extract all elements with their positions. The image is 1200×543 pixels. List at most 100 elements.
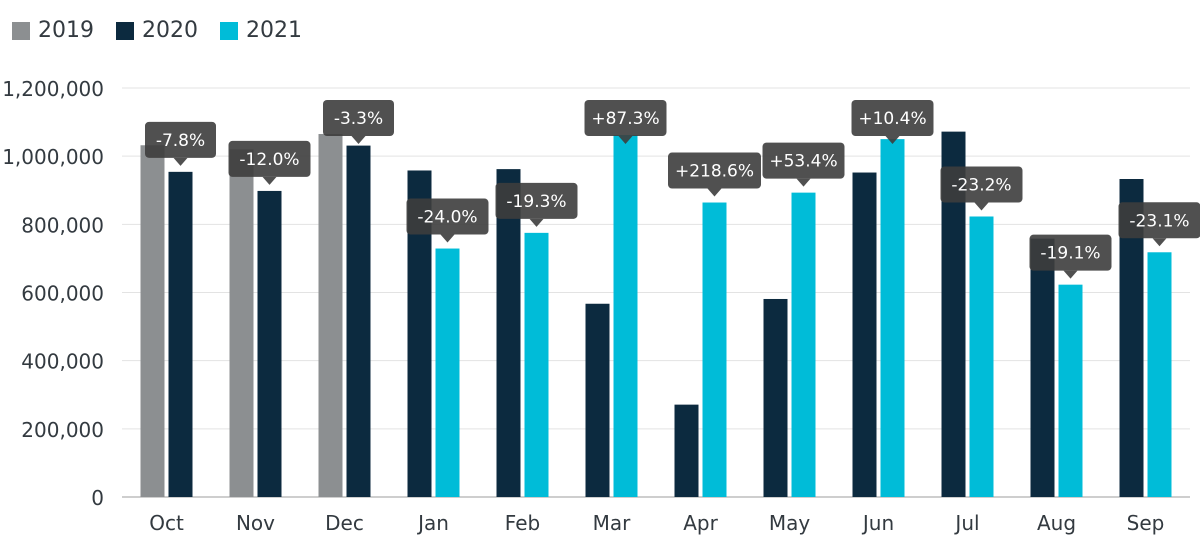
callout-label: -3.3% (334, 109, 383, 129)
change-callout: +87.3% (584, 100, 667, 144)
y-tick-label: 800,000 (21, 213, 104, 237)
y-tick-label: 0 (91, 486, 104, 510)
legend-label-2019: 2019 (38, 18, 94, 43)
bar-2021-jul (969, 216, 994, 497)
change-callout: -3.3% (323, 100, 394, 144)
callout-pointer (1063, 270, 1078, 279)
bar-2019-nov (229, 149, 254, 497)
legend-swatch-2021 (220, 21, 238, 40)
x-tick-label: Nov (236, 511, 275, 535)
bar-2020-may (763, 298, 788, 497)
callout-label: -19.3% (506, 192, 566, 212)
x-tick-label: Jan (416, 511, 449, 535)
bar-2021-apr (702, 202, 727, 497)
bar-2020-mar (585, 303, 610, 497)
callout-box (584, 100, 667, 136)
x-tick-label: Dec (325, 511, 364, 535)
change-callout: -12.0% (228, 140, 311, 185)
callout-label: -19.1% (1040, 244, 1100, 264)
callout-label: -24.0% (417, 208, 477, 228)
bar-2021-aug (1058, 284, 1083, 497)
bar-2020-oct (168, 171, 193, 497)
bar-2020-nov (257, 190, 282, 497)
legend-swatch-2019 (12, 21, 30, 40)
bar-2021-mar (613, 135, 638, 497)
bar-2021-jun (880, 139, 905, 497)
change-callout: -19.3% (495, 182, 578, 227)
change-callout: -24.0% (406, 198, 489, 243)
callout-label: +218.6% (675, 162, 754, 182)
change-callout: +53.4% (762, 142, 845, 187)
bar-2021-sep (1147, 252, 1172, 497)
x-tick-label: Jul (953, 511, 979, 535)
callout-pointer (796, 178, 811, 187)
annotations: -7.8% -12.0% -3.3% -24.0% -19.3% +87.3% +218.6… (145, 100, 1200, 279)
callout-pointer (262, 176, 277, 185)
change-callout: +10.4% (851, 100, 934, 144)
legend-item-2019: 2019 (12, 18, 94, 43)
change-callout: +218.6% (668, 152, 761, 197)
x-tick-label: Apr (683, 511, 718, 535)
callout-label: -12.0% (239, 150, 299, 170)
y-tick-label: 1,000,000 (2, 145, 104, 169)
bar-2019-oct (140, 145, 165, 497)
callout-pointer (974, 202, 989, 211)
x-tick-label: Jun (861, 511, 894, 535)
x-tick-label: Sep (1127, 511, 1165, 535)
bar-2021-feb (524, 232, 549, 497)
callout-label: -23.1% (1129, 211, 1189, 231)
callout-label: +87.3% (591, 109, 659, 129)
callout-pointer (618, 136, 633, 144)
bar-2021-may (791, 192, 816, 497)
legend-label-2021: 2021 (246, 18, 302, 43)
callout-label: -23.2% (951, 175, 1011, 195)
callout-pointer (173, 157, 188, 166)
callout-label: +53.4% (769, 152, 837, 172)
callout-pointer (1152, 238, 1167, 247)
bar-2020-aug (1030, 238, 1055, 498)
change-callout: -23.1% (1118, 202, 1200, 247)
callout-box (1118, 202, 1200, 239)
legend: 2019 2020 2021 (12, 18, 302, 43)
x-tick-label: Mar (593, 511, 632, 535)
x-tick-label: Feb (505, 511, 540, 535)
legend-swatch-2020 (116, 21, 134, 40)
callout-box (495, 182, 578, 219)
x-axis: Oct Nov Dec Jan Feb Mar Apr May Jun Jul Aug Sep (149, 511, 1164, 535)
bar-2019-dec (318, 134, 343, 497)
x-tick-label: May (769, 511, 811, 535)
legend-label-2020: 2020 (142, 18, 198, 43)
callout-pointer (440, 234, 455, 243)
callout-box (668, 152, 761, 189)
callout-pointer (885, 136, 900, 144)
bar-2020-feb (496, 169, 521, 497)
bar-2021-jan (435, 248, 460, 497)
y-axis: 0 200,000 400,000 600,000 800,000 1,000,000 1,… (2, 77, 1190, 510)
bar-2020-apr (674, 404, 699, 497)
bar-2020-jun (852, 172, 877, 497)
callout-box (145, 121, 216, 158)
change-callout: -23.2% (940, 166, 1023, 211)
callout-box (323, 100, 394, 136)
y-tick-label: 600,000 (21, 282, 104, 306)
callout-box (762, 142, 845, 179)
callout-box (228, 140, 311, 177)
change-callout: -19.1% (1029, 234, 1112, 279)
y-tick-label: 1,200,000 (2, 77, 104, 101)
y-tick-label: 400,000 (21, 350, 104, 374)
callout-label: +10.4% (858, 109, 926, 129)
callout-box (851, 100, 934, 136)
legend-item-2021: 2021 (220, 18, 302, 43)
bar-2020-dec (346, 145, 371, 497)
x-tick-label: Oct (149, 511, 184, 535)
callout-box (1029, 234, 1112, 271)
callout-pointer (351, 136, 366, 144)
y-tick-label: 200,000 (21, 418, 104, 442)
callout-box (940, 166, 1023, 203)
callout-box (406, 198, 489, 235)
callout-pointer (707, 188, 722, 197)
change-callout: -7.8% (145, 121, 216, 166)
callout-label: -7.8% (156, 131, 205, 151)
legend-item-2020: 2020 (116, 18, 198, 43)
